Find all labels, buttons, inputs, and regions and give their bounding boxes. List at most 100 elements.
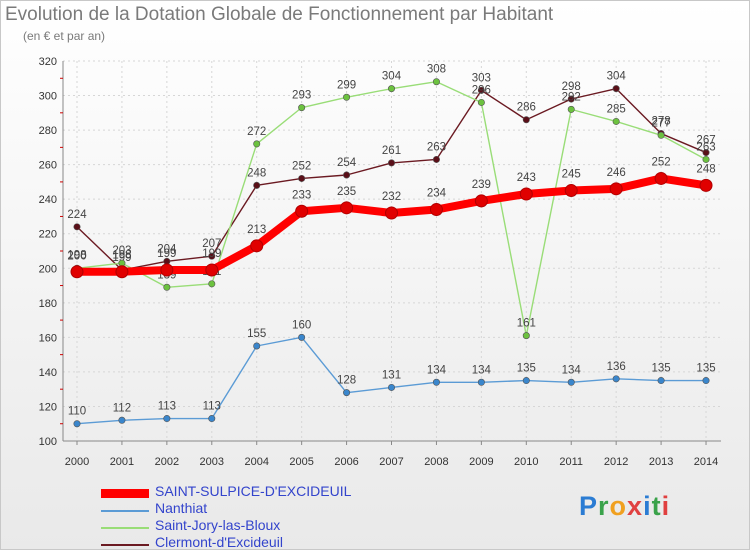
x-tick-label: 2006 bbox=[334, 456, 358, 468]
data-label: 308 bbox=[427, 64, 446, 76]
x-tick-label: 2003 bbox=[200, 456, 224, 468]
data-point bbox=[522, 116, 530, 124]
data-point bbox=[163, 415, 171, 423]
logo-letter: i bbox=[661, 491, 671, 521]
data-label: 243 bbox=[517, 172, 536, 184]
data-point bbox=[205, 263, 219, 277]
data-label: 135 bbox=[517, 363, 536, 375]
data-label: 233 bbox=[292, 189, 311, 201]
data-label: 298 bbox=[562, 81, 581, 93]
data-point bbox=[388, 159, 396, 167]
data-point bbox=[567, 378, 575, 386]
data-point bbox=[474, 194, 488, 208]
data-label: 232 bbox=[382, 191, 401, 203]
data-point bbox=[295, 204, 309, 218]
data-label: 199 bbox=[112, 252, 131, 264]
y-tick-label: 300 bbox=[39, 91, 57, 103]
legend-swatch bbox=[101, 544, 149, 546]
data-label: 199 bbox=[157, 248, 176, 260]
data-point bbox=[208, 252, 216, 260]
data-label: 304 bbox=[382, 71, 402, 83]
data-label: 252 bbox=[292, 160, 311, 172]
data-point bbox=[250, 239, 264, 253]
data-label: 277 bbox=[651, 117, 670, 129]
data-label: 278 bbox=[651, 116, 670, 128]
legend-swatch bbox=[101, 527, 149, 529]
logo-letter: P bbox=[579, 491, 599, 521]
logo-letter: o bbox=[609, 491, 628, 521]
legend-label: SAINT-SULPICE-D'EXCIDEUIL bbox=[155, 483, 352, 499]
data-label: 204 bbox=[157, 243, 177, 255]
y-tick-label: 280 bbox=[39, 125, 57, 137]
data-label: 248 bbox=[247, 167, 266, 179]
data-point bbox=[522, 332, 530, 340]
y-tick-label: 100 bbox=[39, 436, 57, 448]
data-point bbox=[612, 85, 620, 93]
x-tick-label: 2000 bbox=[65, 456, 89, 468]
x-tick-label: 2013 bbox=[649, 456, 673, 468]
data-label: 286 bbox=[517, 102, 536, 114]
x-tick-label: 2009 bbox=[469, 456, 493, 468]
data-label: 161 bbox=[517, 318, 536, 330]
y-tick-label: 260 bbox=[39, 160, 57, 172]
x-tick-label: 2004 bbox=[244, 456, 268, 468]
data-point bbox=[163, 283, 171, 291]
data-label: 296 bbox=[472, 84, 491, 96]
data-point bbox=[298, 104, 306, 112]
data-point bbox=[702, 149, 710, 157]
data-label: 131 bbox=[382, 369, 401, 381]
data-label: 113 bbox=[203, 401, 221, 413]
data-point bbox=[477, 378, 485, 386]
data-label: 303 bbox=[472, 72, 491, 84]
x-tick-label: 2011 bbox=[559, 456, 583, 468]
y-tick-label: 180 bbox=[39, 298, 57, 310]
data-point bbox=[699, 178, 713, 192]
x-tick-label: 2005 bbox=[289, 456, 313, 468]
chart-subtitle: (en € et par an) bbox=[23, 29, 106, 43]
x-tick-label: 2010 bbox=[514, 456, 538, 468]
data-label: 292 bbox=[562, 91, 581, 103]
logo-letter: t bbox=[651, 491, 662, 521]
data-point bbox=[343, 171, 351, 179]
data-label: 200 bbox=[67, 250, 86, 262]
data-label: 207 bbox=[202, 238, 221, 250]
data-label: 272 bbox=[247, 126, 266, 138]
data-label: 134 bbox=[427, 364, 447, 376]
data-point bbox=[657, 377, 665, 385]
data-label: 213 bbox=[247, 224, 266, 236]
data-point bbox=[654, 171, 668, 185]
data-label: 135 bbox=[696, 363, 715, 375]
data-point bbox=[253, 140, 261, 148]
data-point bbox=[432, 155, 440, 163]
data-label: 235 bbox=[337, 186, 356, 198]
data-point bbox=[612, 117, 620, 125]
data-label: 263 bbox=[696, 141, 715, 153]
data-label: 245 bbox=[562, 169, 581, 181]
data-point bbox=[343, 389, 351, 397]
data-label: 203 bbox=[112, 245, 131, 257]
data-point bbox=[564, 184, 578, 198]
legend-label: Saint-Jory-las-Bloux bbox=[155, 517, 281, 533]
data-label: 293 bbox=[292, 90, 311, 102]
data-point bbox=[702, 377, 710, 385]
data-label: 252 bbox=[651, 156, 670, 168]
y-tick-label: 140 bbox=[39, 367, 57, 379]
logo-letter: x bbox=[627, 491, 644, 521]
data-label: 199 bbox=[202, 248, 221, 260]
data-label: 198 bbox=[112, 250, 131, 262]
y-tick-label: 320 bbox=[39, 56, 57, 68]
data-label: 285 bbox=[607, 103, 626, 115]
x-tick-label: 2002 bbox=[155, 456, 179, 468]
x-tick-label: 2012 bbox=[604, 456, 628, 468]
data-point bbox=[73, 223, 81, 231]
data-point bbox=[477, 98, 485, 106]
legend-swatch bbox=[101, 510, 149, 512]
data-label: 128 bbox=[337, 375, 356, 387]
x-tick-label: 2001 bbox=[110, 456, 134, 468]
data-label: 112 bbox=[113, 402, 131, 414]
data-point bbox=[298, 174, 306, 182]
data-label: 254 bbox=[337, 157, 357, 169]
y-tick-label: 160 bbox=[39, 332, 57, 344]
data-point bbox=[253, 342, 261, 350]
